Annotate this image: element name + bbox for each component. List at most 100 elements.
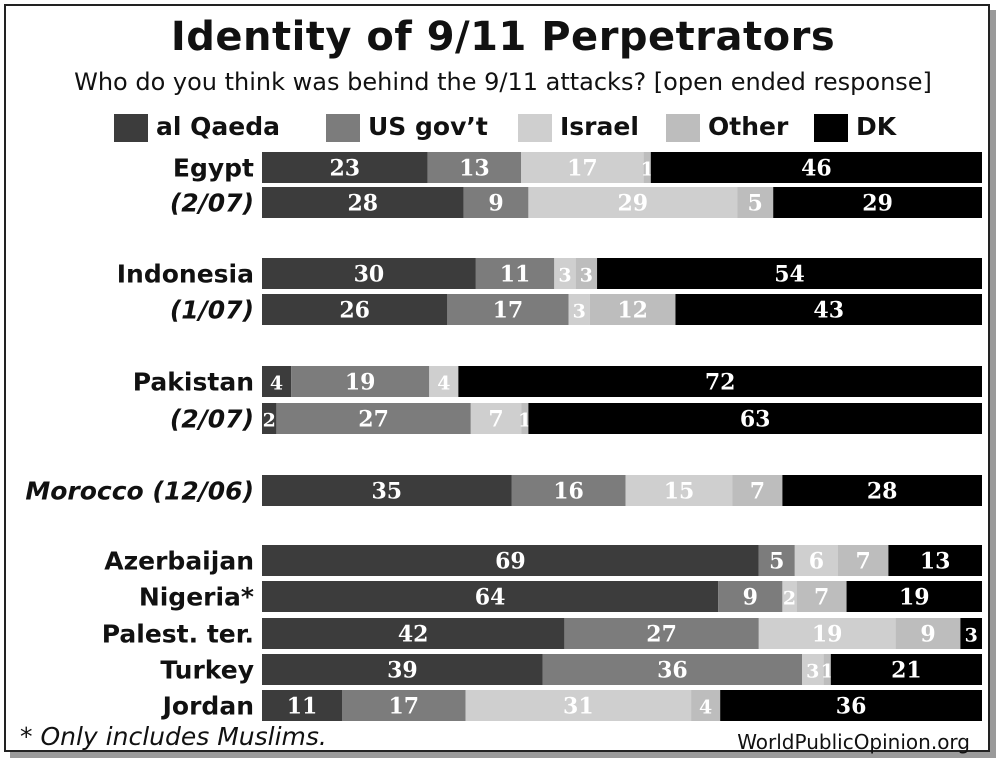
data-label-row0-israel: 17 [567, 156, 598, 182]
data-label-row3-other: 12 [617, 298, 648, 324]
data-label-row2-israel: 3 [558, 265, 571, 287]
bar-segment-row8-israel [782, 581, 797, 612]
data-label-row0-al-qaeda: 23 [329, 156, 360, 182]
bar-segment-row4-dk [458, 366, 982, 397]
data-label-row1-other: 5 [748, 191, 763, 217]
data-label-row7-al-qaeda: 69 [495, 549, 526, 575]
bar-segment-row6-al-qaeda [262, 475, 512, 506]
data-label-row3-al-qaeda: 26 [339, 298, 370, 324]
bar-segment-row8-al-qaeda [262, 581, 719, 612]
bar-segment-row4-us-gov-t [291, 366, 430, 397]
row-label-2-indonesia: Indonesia [117, 260, 254, 289]
legend-swatch-dk [814, 114, 848, 142]
data-label-row3-dk: 43 [813, 298, 844, 324]
data-label-row8-israel: 2 [783, 588, 796, 610]
bar-segment-row3-dk [675, 294, 982, 325]
bar-segment-row0-israel [521, 152, 644, 183]
bar-segment-row2-other [575, 258, 598, 289]
row-label-10-turkey: Turkey [160, 656, 254, 685]
bar-segment-row1-al-qaeda [262, 187, 464, 218]
legend: al Qaeda US gov’t Israel Other DK [6, 110, 1000, 146]
row-label-0-egypt: Egypt [173, 154, 254, 183]
bar-segment-row1-other [737, 187, 774, 218]
data-label-row8-dk: 19 [899, 585, 930, 611]
legend-label-other: Other [708, 112, 789, 141]
legend-swatch-other [666, 114, 700, 142]
data-label-row0-us-gov-t: 13 [459, 156, 490, 182]
footnote: * Only includes Muslims. [20, 722, 327, 751]
data-label-row1-dk: 29 [862, 191, 893, 217]
bar-segment-row5-al-qaeda [262, 403, 277, 434]
bar-segment-row7-us-gov-t [758, 545, 795, 576]
data-label-row7-dk: 13 [920, 549, 951, 575]
bar-segment-row10-other [823, 654, 831, 685]
bar-segment-row1-israel [528, 187, 738, 218]
data-label-row8-other: 7 [814, 585, 829, 611]
data-label-row8-al-qaeda: 64 [475, 585, 506, 611]
bar-segment-row5-other [521, 403, 529, 434]
bar-segment-row0-other [643, 152, 651, 183]
data-label-row1-al-qaeda: 28 [347, 191, 378, 217]
legend-label-us-govt: US gov’t [368, 112, 488, 141]
legend-label-israel: Israel [560, 112, 639, 141]
bar-segment-row1-dk [773, 187, 982, 218]
bar-segment-row6-dk [782, 475, 982, 506]
data-label-row9-us-gov-t: 27 [646, 622, 677, 648]
bar-segment-row3-other [589, 294, 676, 325]
data-label-row6-us-gov-t: 16 [553, 479, 584, 505]
bar-segment-row8-us-gov-t [718, 581, 783, 612]
legend-swatch-israel [518, 114, 552, 142]
chart-subtitle: Who do you think was behind the 9/11 att… [74, 68, 932, 96]
bar-segment-row10-al-qaeda [262, 654, 543, 685]
data-label-row10-dk: 21 [891, 658, 922, 684]
data-label-row5-dk: 63 [740, 407, 771, 433]
bar-segment-row7-israel [794, 545, 838, 576]
bar-segment-row11-israel [465, 690, 692, 721]
bar-segment-row7-al-qaeda [262, 545, 759, 576]
bar-segment-row5-israel [470, 403, 522, 434]
bar-segment-row10-dk [830, 654, 982, 685]
data-label-row3-us-gov-t: 17 [493, 298, 524, 324]
bar-segment-row6-us-gov-t [511, 475, 626, 506]
legend-swatch-al-qaeda [114, 114, 148, 142]
data-label-row0-dk: 46 [801, 156, 832, 182]
data-label-row11-us-gov-t: 17 [389, 694, 420, 720]
data-label-row3-israel: 3 [573, 301, 586, 323]
bar-segment-row2-us-gov-t [475, 258, 555, 289]
bar-segment-row4-al-qaeda [262, 366, 292, 397]
bar-segment-row9-other [895, 618, 961, 649]
bar-segment-row11-al-qaeda [262, 690, 342, 721]
data-label-row2-us-gov-t: 11 [500, 262, 531, 288]
bar-segment-row3-al-qaeda [262, 294, 448, 325]
bar-segment-row9-al-qaeda [262, 618, 565, 649]
bar-segment-row6-israel [625, 475, 733, 506]
bar-segment-row11-us-gov-t [342, 690, 466, 721]
data-label-row10-israel: 3 [806, 661, 819, 683]
row-label-1-2-07: (2/07) [170, 189, 254, 218]
data-label-row1-us-gov-t: 9 [488, 191, 503, 217]
bar-segment-row2-dk [597, 258, 982, 289]
data-label-row11-al-qaeda: 11 [287, 694, 318, 720]
data-label-row11-dk: 36 [836, 694, 867, 720]
data-label-row5-israel: 7 [488, 407, 503, 433]
bar-segment-row11-other [691, 690, 721, 721]
data-label-row5-al-qaeda: 2 [263, 410, 276, 432]
row-label-9-palest-ter: Palest. ter. [102, 620, 254, 649]
bar-segment-row5-dk [528, 403, 982, 434]
data-label-row6-israel: 15 [664, 479, 695, 505]
data-label-row6-dk: 28 [867, 479, 898, 505]
bar-segment-row3-us-gov-t [447, 294, 569, 325]
data-label-row6-other: 7 [750, 479, 765, 505]
bar-segment-row9-us-gov-t [564, 618, 759, 649]
bar-segment-row10-us-gov-t [542, 654, 802, 685]
row-label-3-1-07: (1/07) [170, 296, 254, 325]
legend-swatch-us-govt [326, 114, 360, 142]
data-label-row0-other: 1 [641, 159, 654, 181]
bar-segment-row0-us-gov-t [427, 152, 522, 183]
data-label-row7-other: 7 [856, 549, 871, 575]
bar-segment-row0-dk [650, 152, 982, 183]
data-label-row10-us-gov-t: 36 [657, 658, 688, 684]
data-label-row2-dk: 54 [774, 262, 805, 288]
row-label-11-jordan: Jordan [161, 692, 254, 721]
